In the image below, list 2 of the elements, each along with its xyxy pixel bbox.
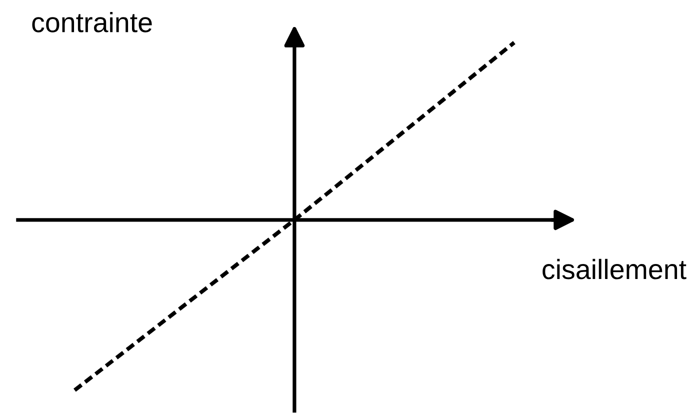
y-axis-title: contrainte <box>32 12 152 32</box>
x-axis-title: cisaillement <box>542 258 686 280</box>
